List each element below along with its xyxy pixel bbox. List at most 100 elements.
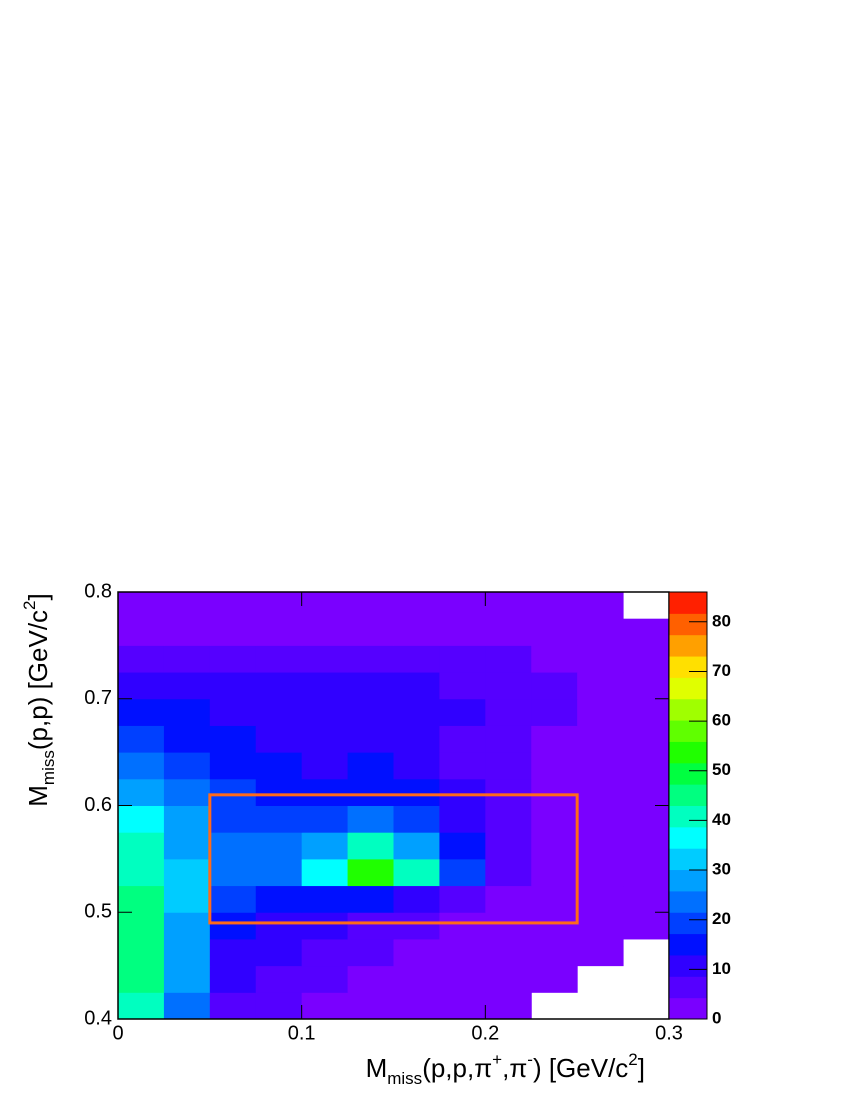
cell <box>531 592 578 620</box>
cell <box>255 725 303 753</box>
cell <box>301 725 349 753</box>
cell <box>163 618 211 646</box>
cell <box>118 752 165 780</box>
cell <box>118 618 165 646</box>
cell <box>255 938 303 967</box>
cell <box>255 912 303 940</box>
cell <box>577 618 624 646</box>
cell <box>623 966 669 993</box>
cell <box>577 592 624 620</box>
cell <box>485 992 532 1020</box>
cell <box>163 832 211 860</box>
cell <box>118 938 165 967</box>
cell <box>439 725 486 753</box>
cell <box>623 698 670 726</box>
cell <box>347 672 394 700</box>
label-part: ] <box>638 1053 645 1083</box>
cell <box>163 725 211 753</box>
cell <box>439 592 486 620</box>
cell <box>577 752 624 780</box>
x-label: Mmiss(p,p,π+,π-) [GeV/c2] <box>366 1050 645 1088</box>
cell <box>118 645 165 673</box>
colorbar-band <box>669 698 707 721</box>
cell <box>301 618 349 646</box>
cell <box>531 912 578 940</box>
z-tick-label: 0 <box>712 1008 721 1027</box>
cell <box>118 832 165 860</box>
cell <box>439 832 486 860</box>
cell <box>531 805 578 833</box>
cell <box>301 672 349 700</box>
cell <box>209 832 257 860</box>
cell <box>347 698 394 726</box>
cell <box>393 698 440 726</box>
cell <box>347 965 394 993</box>
cell <box>485 725 532 753</box>
cell <box>393 912 440 940</box>
cell <box>531 725 578 753</box>
label-part: ,π <box>502 1053 527 1083</box>
cell <box>439 618 486 646</box>
cell <box>118 858 165 887</box>
cell <box>209 858 257 887</box>
cell <box>577 778 624 806</box>
cell <box>623 672 670 700</box>
x-tick-label: 0.2 <box>471 1022 499 1044</box>
cell <box>485 778 532 806</box>
label-part: 2 <box>628 1050 637 1069</box>
cell <box>577 912 624 940</box>
cell <box>531 778 578 806</box>
cell <box>301 938 349 967</box>
z-tick-label: 10 <box>712 959 731 978</box>
cell <box>255 698 303 726</box>
cell <box>485 832 532 860</box>
cell <box>118 965 165 993</box>
cell <box>347 618 394 646</box>
label-part: - <box>527 1050 533 1069</box>
cell <box>439 992 486 1020</box>
cell <box>163 912 211 940</box>
cell <box>209 672 257 700</box>
cell <box>439 778 486 806</box>
y-tick-label: 0.6 <box>84 794 112 816</box>
cell <box>577 645 624 673</box>
cell <box>623 805 670 833</box>
colorbar-band <box>669 762 707 785</box>
cell <box>439 672 486 700</box>
cell <box>531 752 578 780</box>
cell <box>393 832 440 860</box>
colorbar-band <box>669 592 707 614</box>
cell <box>163 992 211 1020</box>
x-tick-label: 0 <box>112 1022 123 1044</box>
cell <box>623 912 670 940</box>
cell <box>531 645 578 673</box>
cell <box>163 965 211 993</box>
cell <box>393 672 440 700</box>
colorbar-band <box>669 784 707 806</box>
cell <box>347 778 394 806</box>
cell <box>209 805 257 833</box>
cell <box>301 992 349 1020</box>
cell <box>163 645 211 673</box>
label-part: (p,p) [GeV/c <box>23 610 53 750</box>
cell <box>163 938 211 967</box>
cell <box>347 592 394 620</box>
cell <box>255 592 303 620</box>
cell <box>118 992 165 1020</box>
cell <box>209 725 257 753</box>
colorbar-band <box>669 613 707 636</box>
cell <box>531 672 578 700</box>
cell <box>163 592 211 620</box>
cell <box>347 912 394 940</box>
cell <box>623 752 670 780</box>
z-tick-label: 70 <box>712 661 731 680</box>
cell <box>347 832 394 860</box>
cell <box>393 858 440 887</box>
cell <box>577 992 623 1019</box>
cell <box>209 752 257 780</box>
label-part: M <box>23 785 53 807</box>
colorbar-band <box>669 869 707 892</box>
cell <box>301 805 349 833</box>
